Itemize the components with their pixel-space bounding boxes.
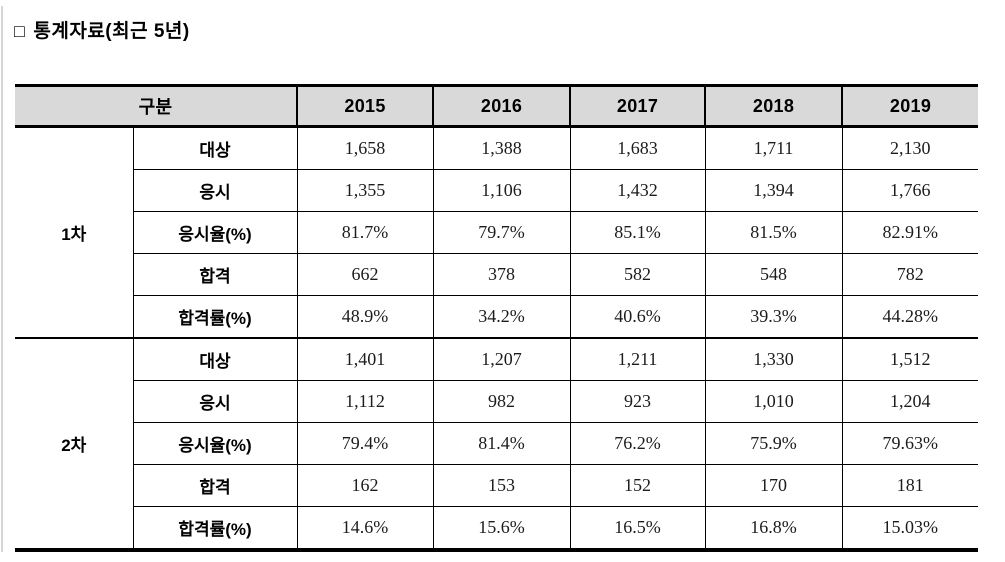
page-title-text: 통계자료(최근 5년) [33,21,190,42]
table-cell: 85.1% [569,211,706,254]
table-cell: 1,106 [432,169,571,212]
table-row: 합격률(%) 14.6% 15.6% 16.5% 16.8% 15.03% [15,506,979,550]
table-cell: 153 [432,464,571,507]
table-cell: 44.28% [841,295,979,338]
table-cell: 1,512 [841,337,979,381]
table-cell: 1,711 [704,126,843,170]
table-cell: 15.6% [432,506,571,550]
table-cell: 1,683 [569,126,706,170]
table-cell: 582 [569,253,706,296]
table-cell: 170 [704,464,843,507]
table-cell: 982 [432,380,571,423]
section-label-round2: 2차 [15,337,133,550]
table-cell: 548 [704,253,843,296]
square-bullet-icon: □ [14,21,26,41]
table-cell: 1,658 [296,126,434,170]
table-cell: 82.91% [841,211,979,254]
table-cell: 2,130 [841,126,979,170]
table-cell: 1,401 [296,337,434,381]
column-header-2017: 2017 [569,85,706,128]
table-cell: 162 [296,464,434,507]
table-cell: 1,207 [432,337,571,381]
table-cell: 16.5% [569,506,706,550]
table-cell: 1,211 [569,337,706,381]
table-cell: 1,432 [569,169,706,212]
section-label-round1: 1차 [61,225,87,244]
table-cell: 79.4% [296,422,434,465]
table-cell: 15.03% [841,506,979,550]
row-label: 응시 [132,380,298,423]
row-label: 합격률(%) [132,295,298,338]
table-row: 1차 대상 1,658 1,388 1,683 1,711 2,130 [15,126,979,244]
row-label: 합격률(%) [132,506,298,550]
table-row: 합격 162 153 152 170 181 [15,464,979,507]
table-cell: 81.5% [704,211,843,254]
table-row: 2차 대상 1,401 1,207 1,211 1,330 1,512 [15,337,979,550]
table-cell: 79.7% [432,211,571,254]
section-round-1: 1차 대상 1,658 1,388 1,683 1,711 2,130 응시 1… [15,126,979,338]
table-cell: 16.8% [704,506,843,550]
row-label: 응시율(%) [132,422,298,465]
table-row: 응시 1,112 982 923 1,010 1,204 [15,380,979,423]
table-cell: 1,394 [704,169,843,212]
table-cell: 75.9% [704,422,843,465]
table-cell: 378 [432,253,571,296]
table-cell: 181 [841,464,979,507]
table-cell: 782 [841,253,979,296]
table-cell: 81.4% [432,422,571,465]
header-row: 구분 2015 2016 2017 2018 2019 [15,85,979,128]
table-cell: 1,204 [841,380,979,423]
row-label: 합격 [132,253,298,296]
row-label: 응시 [132,169,298,212]
table-cell: 79.63% [841,422,979,465]
table-cell: 1,355 [296,169,434,212]
table-row: 응시율(%) 81.7% 79.7% 85.1% 81.5% 82.91% [15,211,979,254]
row-label: 응시율(%) [132,211,298,254]
table-cell: 1,766 [841,169,979,212]
table-cell: 39.3% [704,295,843,338]
table-cell: 662 [296,253,434,296]
table-row: 합격률(%) 48.9% 34.2% 40.6% 39.3% 44.28% [15,295,979,338]
table-cell: 152 [569,464,706,507]
column-header-2016: 2016 [432,85,571,128]
row-label: 대상 [132,126,298,170]
page-edge-line [1,6,3,552]
page-title: □ 통계자료(최근 5년) [14,16,190,43]
table-cell: 1,388 [432,126,571,170]
column-header-2015: 2015 [296,85,434,128]
column-header-2019: 2019 [841,85,979,128]
table-cell: 1,330 [704,337,843,381]
section-round-2: 2차 대상 1,401 1,207 1,211 1,330 1,512 응시 1… [15,337,979,550]
table-cell: 1,112 [296,380,434,423]
table-cell: 1,010 [704,380,843,423]
table-cell: 40.6% [569,295,706,338]
row-label: 합격 [132,464,298,507]
table-cell: 14.6% [296,506,434,550]
table-cell: 923 [569,380,706,423]
table-cell: 48.9% [296,295,434,338]
statistics-table: 구분 2015 2016 2017 2018 2019 1차 대상 1,658 … [15,84,979,552]
table-cell: 81.7% [296,211,434,254]
table-cell: 34.2% [432,295,571,338]
row-label: 대상 [132,337,298,381]
table-row: 응시율(%) 79.4% 81.4% 76.2% 75.9% 79.63% [15,422,979,465]
table-cell: 76.2% [569,422,706,465]
column-header-category: 구분 [15,85,299,128]
table-row: 합격 662 378 582 548 782 [15,253,979,296]
column-header-2018: 2018 [704,85,843,128]
table-row: 응시 1,355 1,106 1,432 1,394 1,766 [15,169,979,212]
